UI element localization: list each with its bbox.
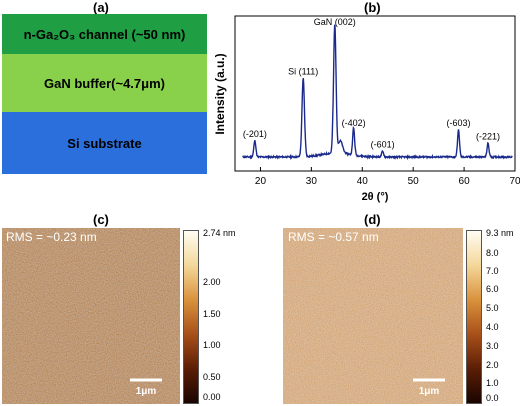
x-tick-label: 20 — [255, 176, 267, 187]
colorbar-d-tick: 4.0 — [486, 322, 499, 332]
peak-label: (-201) — [243, 129, 267, 139]
rms-label-c: RMS = ~0.23 nm — [6, 230, 97, 244]
colorbar-d-tick: 5.0 — [486, 303, 499, 313]
peak-label: (-402) — [342, 118, 366, 128]
xrd-series-line — [242, 24, 513, 161]
panel-label-b: (b) — [364, 0, 381, 15]
colorbar-c-tick: 0.00 — [203, 392, 221, 402]
layer-substrate: Si substrate — [2, 112, 207, 174]
peak-label: (-601) — [371, 140, 395, 150]
x-tick-label: 30 — [306, 176, 318, 187]
colorbar-d-tick: 7.0 — [486, 266, 499, 276]
colorbar-d-tick: 6.0 — [486, 284, 499, 294]
x-tick-label: 60 — [459, 176, 471, 187]
colorbar-d-max: 9.3 nm — [486, 228, 514, 238]
layer-channel: n-Ga₂O₃ channel (~50 nm) — [2, 14, 207, 54]
peak-label: GaN (002) — [314, 17, 356, 27]
colorbar-d-tick: 1.0 — [486, 378, 499, 388]
xrd-chart: 20 30 40 50 60 70 (-201) Si (111) GaN (002) (-40… — [213, 15, 520, 203]
colorbar-c-max: 2.74 nm — [203, 228, 236, 238]
x-tick-label: 50 — [408, 176, 420, 187]
colorbar-d-tick: 3.0 — [486, 341, 499, 351]
colorbar-d-tick: 0.0 — [486, 393, 499, 403]
peak-label: Si (111) — [288, 67, 318, 77]
panel-label-c: (c) — [93, 212, 109, 227]
colorbar-c-tick: 1.00 — [203, 340, 221, 350]
x-tick-label: 40 — [357, 176, 369, 187]
colorbar-d-tick: 8.0 — [486, 248, 499, 258]
x-tick-label: 70 — [509, 176, 520, 187]
peak-label: (-603) — [446, 118, 470, 128]
colorbar-c-tick: 1.50 — [203, 309, 221, 319]
scalebar-d-label: 1μm — [419, 386, 440, 397]
scalebar-c-label: 1μm — [136, 386, 157, 397]
x-axis-label: 2θ (°) — [362, 191, 389, 203]
layer-channel-label: n-Ga₂O₃ channel (~50 nm) — [23, 26, 186, 42]
layer-buffer: GaN buffer(~4.7μm) — [2, 54, 207, 112]
plot-frame — [234, 15, 516, 172]
afm-image-c: 1μm — [2, 228, 180, 404]
layer-buffer-label: GaN buffer(~4.7μm) — [43, 75, 165, 91]
panel-label-a: (a) — [93, 0, 109, 15]
panel-label-d: (d) — [364, 212, 381, 227]
afm-image-d: 1μm — [283, 228, 463, 404]
colorbar-c — [183, 230, 199, 404]
rms-label-d: RMS = ~0.57 nm — [288, 230, 379, 244]
colorbar-c-tick: 2.00 — [203, 277, 221, 287]
y-axis-label: Intensity (a.u.) — [213, 53, 227, 134]
colorbar-c-tick: 0.50 — [203, 372, 221, 382]
peak-label: (-221) — [476, 132, 500, 142]
colorbar-d-tick: 2.0 — [486, 360, 499, 370]
layer-substrate-label: Si substrate — [67, 135, 142, 151]
colorbar-d — [466, 230, 482, 404]
